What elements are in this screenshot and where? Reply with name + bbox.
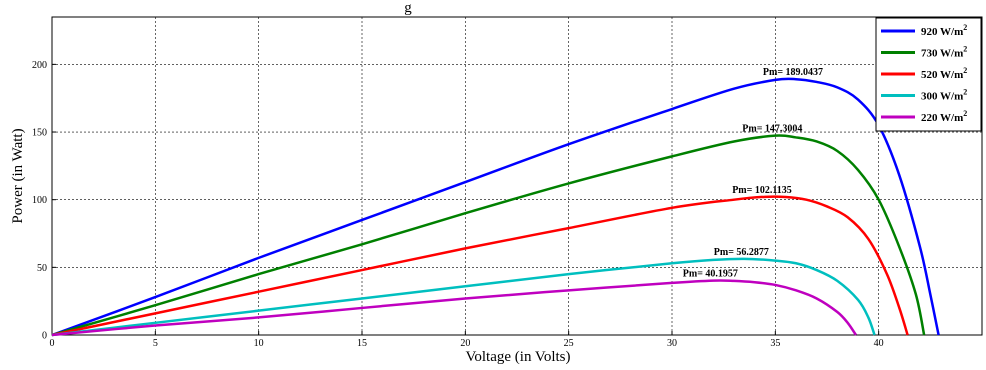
legend-label-superscript: 2 [963,66,967,75]
legend-label-text: 730 W/m [921,48,963,60]
legend-label-text: 520 W/m [921,69,963,81]
x-tick-label: 40 [874,338,884,349]
x-tick-label: 35 [770,338,780,349]
peak-label-1: Pm= 147.3004 [742,124,802,135]
plot-frame [51,16,983,336]
legend-label-superscript: 2 [963,88,967,97]
x-tick-label: 25 [564,338,574,349]
x-tick-label: 0 [50,338,55,349]
x-tick-label: 5 [153,338,158,349]
legend-label-2: 520 W/m2 [921,66,967,81]
series-line-1 [51,134,926,337]
peak-label-3: Pm= 56.2877 [714,247,769,258]
x-tick-label: 10 [254,338,264,349]
x-tick-label: 15 [357,338,367,349]
x-tick-label: 20 [460,338,470,349]
legend-label-4: 220 W/m2 [921,109,967,124]
y-tick-label: 100 [32,195,47,206]
legend-label-text: 920 W/m [921,26,963,38]
legend-label-text: 300 W/m [921,91,963,103]
y-tick-label: 0 [42,331,47,342]
series-line-0 [51,77,940,337]
peak-labels: Pm= 189.0437 Pm= 147.3004 Pm= 102.1135 Pm= … [683,67,823,279]
x-axis-label: Voltage (in Volts) [465,349,570,365]
series-lines [51,77,940,337]
y-axis-label: Power (in Watt) [10,128,26,223]
legend-label-superscript: 2 [963,109,967,118]
legend-label-0: 920 W/m2 [921,23,967,38]
legend-label-text: 220 W/m [921,112,963,124]
peak-label-0: Pm= 189.0437 [763,67,823,78]
series-line-3 [51,257,876,337]
y-tick-label: 200 [32,60,47,71]
legend-label-superscript: 2 [963,23,967,32]
grid [52,17,982,335]
axis-ticks: 0 5 10 15 20 25 30 35 40 0 50 100 150 200 [32,60,884,349]
y-tick-label: 150 [32,128,47,139]
series-line-4 [51,279,857,337]
chart-title-fragment: g [404,0,412,16]
legend-label-superscript: 2 [963,45,967,54]
legend-label-1: 730 W/m2 [921,45,967,60]
x-tick-label: 30 [667,338,677,349]
series-line-2 [51,195,909,337]
legend-label-3: 300 W/m2 [921,88,967,103]
peak-label-4: Pm= 40.1957 [683,269,738,280]
peak-label-2: Pm= 102.1135 [732,185,792,196]
y-tick-label: 50 [37,263,47,274]
